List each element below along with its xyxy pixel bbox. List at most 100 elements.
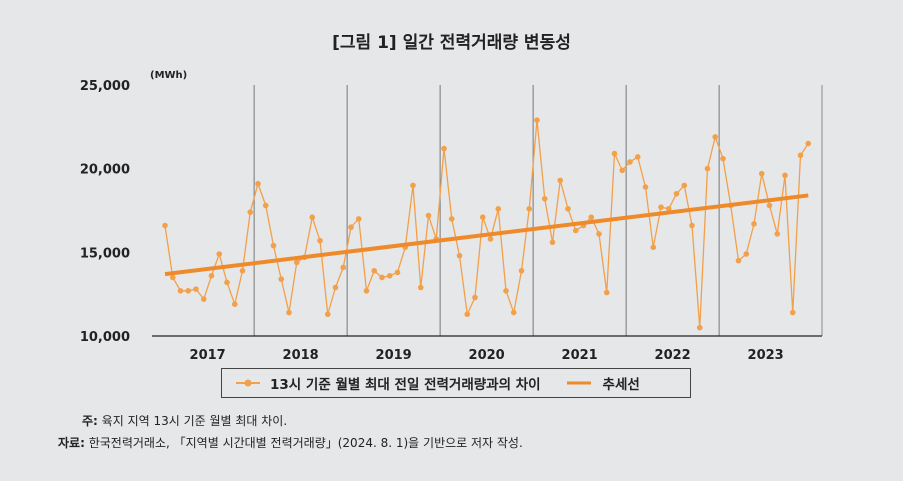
x-tick-label: 2022: [655, 348, 691, 363]
data-point: [270, 242, 277, 249]
data-point: [557, 177, 564, 184]
data-point: [309, 214, 316, 220]
note-text: 육지 지역 13시 기준 월별 최대 차이.: [101, 414, 288, 428]
data-point: [410, 182, 416, 189]
data-point: [231, 301, 238, 308]
y-tick-label: 15,000: [80, 246, 130, 261]
data-point: [177, 288, 184, 294]
data-point: [526, 206, 533, 212]
data-point: [751, 221, 757, 227]
legend-label: 추세선: [602, 377, 640, 393]
data-point: [479, 214, 486, 220]
x-tick-label: 2017: [190, 348, 226, 363]
data-point: [681, 182, 688, 189]
data-point: [627, 159, 633, 165]
y-tick-label: 25,000: [80, 79, 130, 94]
data-point: [634, 154, 641, 160]
data-point: [518, 267, 525, 274]
data-point: [239, 267, 246, 274]
data-point: [363, 288, 370, 294]
data-point: [200, 296, 207, 302]
unit-label: (MWh): [150, 70, 187, 81]
note-label: 주:: [82, 414, 98, 428]
data-point: [603, 289, 610, 296]
data-point: [720, 155, 726, 162]
data-point: [193, 286, 199, 292]
data-point: [782, 172, 788, 179]
data-point: [278, 276, 285, 282]
data-point: [704, 165, 711, 172]
data-point: [247, 209, 254, 215]
data-point: [286, 309, 292, 316]
data-point: [805, 140, 812, 147]
data-point: [797, 152, 804, 159]
data-point: [541, 195, 548, 202]
chart-title: [그림 1] 일간 전력거래량 변동성: [332, 33, 571, 53]
legend: 13시 기준 월별 최대 전일 전력거래량과의 차이 추세선: [221, 368, 691, 398]
data-point: [441, 145, 447, 152]
trend-line: [164, 193, 809, 277]
data-point: [650, 244, 657, 251]
data-point: [673, 190, 680, 197]
data-point: [332, 284, 339, 291]
data-point: [394, 269, 401, 276]
x-tick-label: 2019: [376, 348, 412, 363]
data-point: [255, 180, 261, 187]
data-point: [472, 294, 478, 301]
legend-item-series: 13시 기준 월별 최대 전일 전력거래량과의 차이: [236, 373, 541, 393]
source-text: 한국전력거래소, 「지역별 시간대별 전력거래량」(2024. 8. 1)을 기…: [88, 436, 523, 450]
data-point: [774, 231, 781, 237]
data-point: [766, 202, 773, 209]
data-point: [696, 324, 703, 331]
data-point: [317, 237, 323, 244]
data-point: [743, 251, 750, 257]
data-point: [510, 309, 517, 316]
data-point: [224, 279, 230, 286]
data-point: [712, 134, 719, 140]
legend-label: 13시 기준 월별 최대 전일 전력거래량과의 차이: [270, 377, 541, 393]
data-point: [619, 167, 626, 174]
data-point: [216, 251, 223, 257]
data-point: [596, 231, 602, 237]
data-point: [464, 311, 471, 318]
data-point: [503, 288, 509, 294]
data-point: [572, 227, 579, 234]
data-point: [487, 236, 494, 242]
data-point: [642, 184, 649, 190]
legend-marker-line: [566, 381, 591, 385]
data-point: [262, 202, 269, 209]
data-point: [658, 204, 664, 210]
x-tick-label: 2023: [748, 348, 784, 363]
data-point: [456, 252, 463, 259]
data-point: [417, 284, 424, 291]
y-tick-label: 10,000: [80, 330, 130, 345]
data-point: [340, 264, 347, 271]
data-point: [293, 259, 300, 266]
data-point: [386, 272, 393, 279]
x-tick-label: 2018: [283, 348, 319, 363]
legend-item-trend: 추세선: [566, 373, 640, 393]
data-point: [588, 214, 595, 220]
data-point: [355, 216, 362, 222]
data-point: [371, 267, 378, 274]
data-point: [665, 206, 672, 212]
data-point: [324, 311, 331, 318]
data-point: [495, 206, 502, 212]
data-point: [565, 206, 571, 212]
data-point: [379, 274, 385, 281]
data-point: [735, 257, 742, 264]
data-point: [758, 170, 765, 177]
data-point: [448, 216, 455, 222]
data-point: [162, 222, 168, 229]
data-point: [169, 274, 176, 281]
data-point: [611, 150, 618, 157]
data-point: [348, 224, 354, 231]
data-point: [208, 272, 215, 279]
series-line: [164, 120, 809, 328]
x-tick-label: 2020: [469, 348, 505, 363]
data-point: [425, 212, 432, 219]
data-point: [549, 239, 556, 246]
y-tick-label: 20,000: [80, 163, 130, 178]
x-tick-label: 2021: [562, 348, 598, 363]
